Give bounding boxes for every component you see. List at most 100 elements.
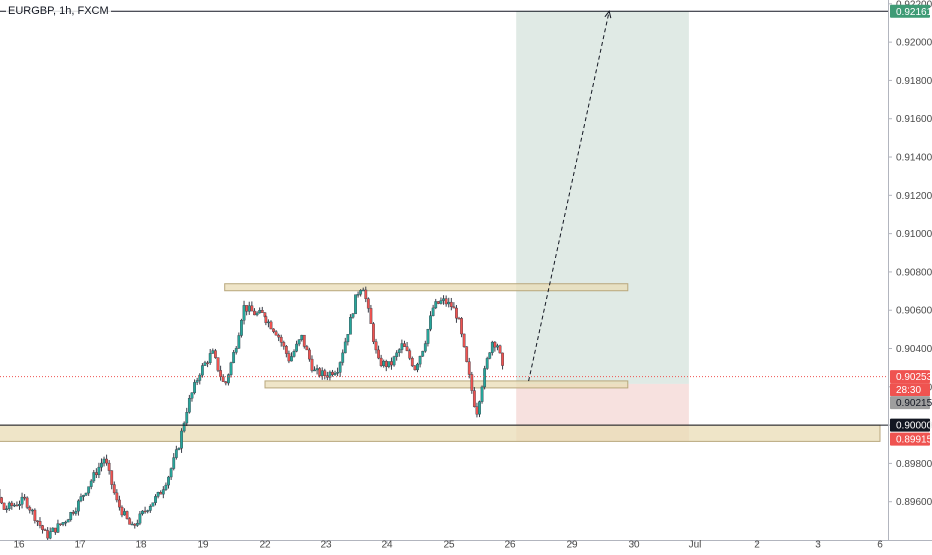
candle [489,352,491,359]
candle-body [256,313,258,315]
candle-body [8,503,10,509]
candle-body [489,353,491,359]
candle-body [134,524,136,525]
candle-body [331,372,333,375]
candle-body [473,391,475,407]
candle-body [411,358,413,366]
candle-body [62,522,64,524]
price-badge-label: 28:30 [896,385,921,396]
candle-body [193,382,195,392]
candle [354,295,356,314]
candle-body [217,358,219,371]
candle-body [201,366,203,376]
candle-body [370,308,372,323]
candle-body [139,514,141,523]
x-tick-label: 16 [13,540,25,550]
candle-body [403,344,405,347]
price-badge-entry[interactable]: 0.90215 [890,396,932,409]
x-tick-label: 29 [566,540,578,550]
candle-body [113,485,115,493]
candle-body [290,356,292,361]
candle-body [103,459,105,463]
resistance-zone[interactable] [225,284,628,291]
candle-body [494,342,496,347]
candle [422,351,424,357]
candle-body [75,511,77,513]
candle-body [209,353,211,362]
candle-body [219,370,221,376]
candle [26,496,28,509]
candle-body [167,477,169,485]
price-badge-target[interactable]: 0.92161 [890,5,932,18]
candle-body [267,322,269,323]
candle-body [468,362,470,375]
y-tick-label: 0.91400 [896,153,932,164]
candle-body [41,526,43,530]
price-badge-label: 0.92161 [896,7,932,18]
candle-body [380,358,382,366]
candle-body [293,351,295,356]
candle-body [422,351,424,356]
candle-body [191,393,193,398]
y-tick-label: 0.90600 [896,306,932,317]
x-tick-label: 26 [504,540,516,550]
y-tick-label: 0.91600 [896,114,932,125]
candle-body [238,335,240,348]
candle-body [390,361,392,365]
candle-body [388,361,390,366]
x-tick-label: 25 [443,540,455,550]
candle-body [450,302,452,307]
support-zone[interactable] [0,425,880,441]
candle-body [491,342,493,353]
candle-body [275,332,277,335]
price-badge-level[interactable]: 0.90000 [890,419,932,432]
y-tick-label: 0.90800 [896,267,932,278]
candle [483,366,485,390]
candle-body [248,306,250,312]
y-tick-label: 0.92000 [896,38,932,49]
candle-body [46,530,48,538]
price-badge-stop[interactable]: 0.89915 [890,433,932,446]
candle-body [225,382,227,383]
candle [52,527,54,532]
candle-body [395,353,397,357]
candle-body [465,347,467,362]
candle-body [162,490,164,495]
candle-body [170,469,172,477]
price-badge-countdown[interactable]: 28:30 [890,383,930,396]
candle-body [157,492,159,496]
y-tick-label: 0.89600 [896,497,932,508]
candle-body [243,305,245,320]
candle [372,322,374,344]
candle-body [321,371,323,376]
candle [303,335,305,348]
price-badge-price[interactable]: 0.90253 [890,370,932,383]
x-tick-label: 18 [135,540,147,550]
candle-body [306,346,308,349]
candle [0,497,2,504]
candle [217,357,219,372]
y-tick-label: 0.91200 [896,191,932,202]
candle-body [435,301,437,307]
target-area[interactable] [516,11,689,384]
candle-body [455,308,457,318]
candle-body [67,520,69,522]
candle-body [486,358,488,368]
y-tick-label: 0.90400 [896,344,932,355]
candle-body [196,380,198,382]
candle-body [416,364,418,370]
candle-body [93,472,95,480]
candle-body [324,371,326,376]
price-badge-label: 0.90000 [896,421,932,432]
candle-body [311,359,313,370]
candle-body [372,324,374,342]
candle-body [318,369,320,376]
candle-body [144,511,146,512]
candle-body [230,363,232,375]
y-tick-label: 0.91800 [896,76,932,87]
candle-body [272,329,274,332]
entry-zone[interactable] [265,381,628,388]
candle-body [23,497,25,498]
